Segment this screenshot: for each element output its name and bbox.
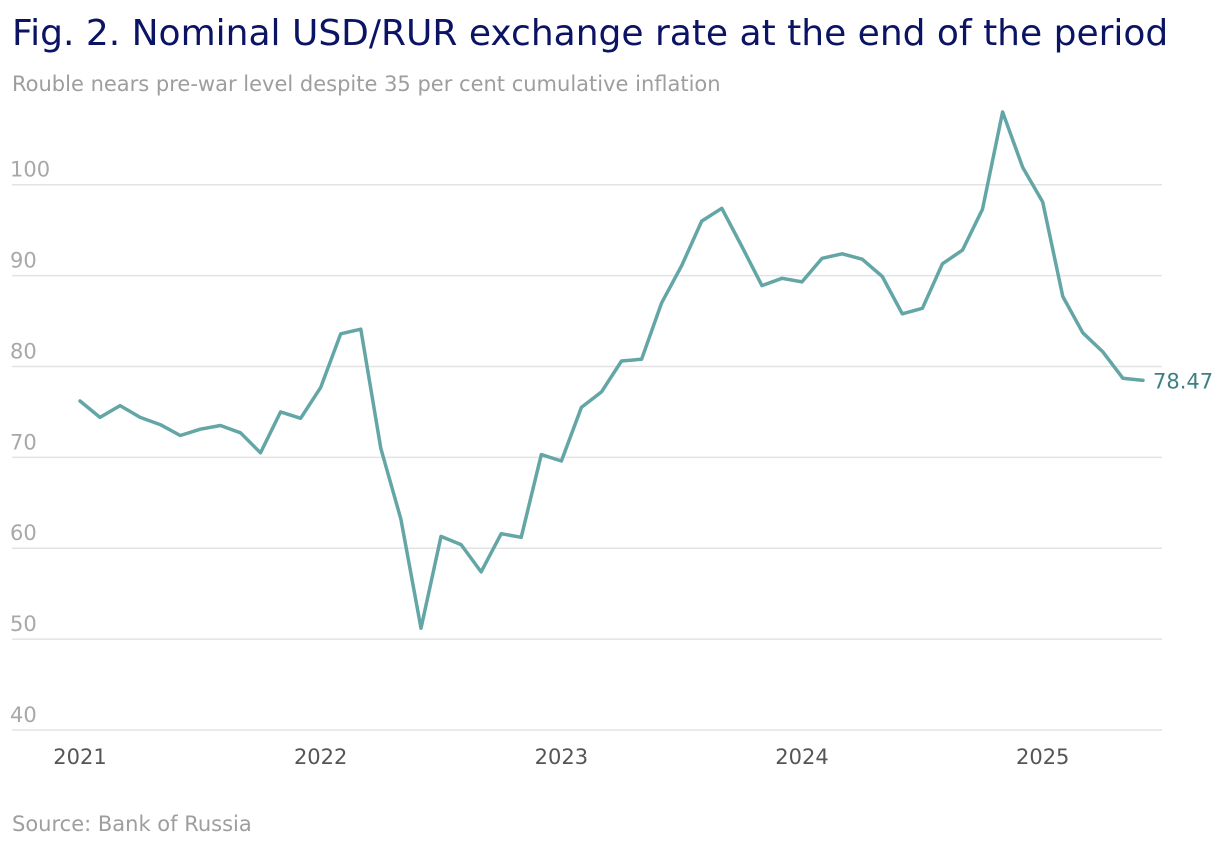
y-tick-label: 50	[10, 612, 37, 636]
y-tick-label: 70	[10, 430, 37, 454]
x-axis-ticks: 2021 2022 2023 2024 2025	[53, 745, 1069, 769]
x-tick-label: 2025	[1016, 745, 1069, 769]
end-value-label: 78.47	[1153, 369, 1213, 393]
x-tick-label: 2023	[535, 745, 588, 769]
y-tick-label: 90	[10, 249, 37, 273]
y-tick-label: 40	[10, 703, 37, 727]
y-axis-ticks: 40 50 60 70 80 90 100	[10, 158, 50, 727]
y-tick-label: 100	[10, 158, 50, 182]
source-note: Source: Bank of Russia	[12, 812, 252, 836]
x-tick-label: 2024	[775, 745, 828, 769]
series-line-usd-rur	[78, 110, 1145, 630]
chart-subtitle: Rouble nears pre-war level despite 35 pe…	[12, 72, 721, 96]
y-tick-label: 80	[10, 339, 37, 363]
chart-title: Fig. 2. Nominal USD/RUR exchange rate at…	[12, 13, 1169, 54]
series-layer	[78, 110, 1145, 630]
x-tick-label: 2021	[53, 745, 106, 769]
y-tick-label: 60	[10, 521, 37, 545]
label-layer: 78.47	[1153, 369, 1213, 393]
grid-layer	[12, 183, 1162, 731]
x-tick-label: 2022	[294, 745, 347, 769]
